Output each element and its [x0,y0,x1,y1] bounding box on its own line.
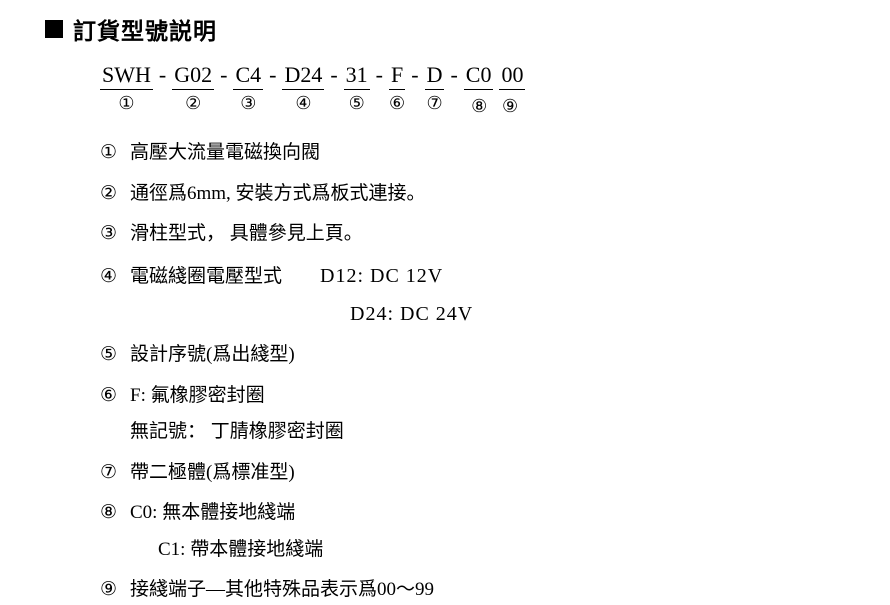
segment-text: G02 [172,62,214,90]
voltage-option-1: D12: DC 12V [320,261,443,291]
def-index: ② [100,180,130,209]
def-text: C0: 無本體接地綫端 [130,499,855,528]
dash: - [405,62,424,88]
def-text: 通徑爲6mm, 安裝方式爲板式連接。 [130,180,855,209]
segment-text: F [389,62,405,90]
segment-index: ① [118,93,134,114]
def-index: ① [100,139,130,168]
segment-text: C0 [464,62,494,90]
segment-5: 31 ⑤ [344,62,370,114]
segment-index: ④ [295,93,311,114]
def-index: ⑧ [100,499,130,528]
definition-6: ⑥ F: 氟橡膠密封圈 無記號： 丁腈橡膠密封圈 [100,382,855,447]
def-text: 接綫端子—其他特殊品表示爲00～99 [130,576,855,605]
definitions-list: ① 高壓大流量電磁換向閥 ② 通徑爲6mm, 安裝方式爲板式連接。 ③ 滑柱型式… [100,139,855,605]
dash: - [370,62,389,88]
def-index: ③ [100,220,130,249]
def-index: ⑥ [100,382,130,411]
definition-1: ① 高壓大流量電磁換向閥 [100,139,855,168]
def-text-alt: 無記號： 丁腈橡膠密封圈 [130,418,855,447]
segment-3: C4 ③ [233,62,263,114]
dash: - [214,62,233,88]
segment-text: 31 [344,62,370,90]
dash: - [153,62,172,88]
definition-9: ⑨ 接綫端子—其他特殊品表示爲00～99 [100,576,855,605]
segment-text: SWH [100,62,153,90]
definition-3: ③ 滑柱型式， 具體參見上頁。 [100,220,855,249]
dash: - [324,62,343,88]
segment-text: D [425,62,445,90]
definition-7: ⑦ 帶二極體(爲標准型) [100,459,855,488]
segment-text: 00 [499,62,525,90]
def-text-alt: C1: 帶本體接地綫端 [158,536,855,565]
segment-text: D24 [282,62,324,90]
definition-8: ⑧ C0: 無本體接地綫端 C1: 帶本體接地綫端 [100,499,855,564]
segment-text: C4 [233,62,263,90]
def-index: ⑦ [100,459,130,488]
voltage-option-2: D24: DC 24V [350,299,855,329]
dash: - [444,62,463,88]
segment-index: ⑥ [389,93,405,114]
segment-index: ⑤ [349,93,365,114]
definition-4: ④ 電磁綫圈電壓型式 D12: DC 12V D24: DC 24V [100,261,855,330]
definition-2: ② 通徑爲6mm, 安裝方式爲板式連接。 [100,180,855,209]
part-number-breakdown: SWH ① - G02 ② - C4 ③ - D24 ④ - 31 ⑤ - F … [100,62,855,117]
segment-index: ② [185,93,201,114]
segment-6: F ⑥ [389,62,405,114]
def-text: 高壓大流量電磁換向閥 [130,139,855,168]
section-marker-icon [45,20,63,38]
def-text: F: 氟橡膠密封圈 [130,382,855,411]
segment-2: G02 ② [172,62,214,114]
def-index: ④ [100,263,130,292]
def-text: 電磁綫圈電壓型式 [130,263,320,292]
def-index: ⑨ [100,576,130,605]
definition-5: ⑤ 設計序號(爲出綫型) [100,341,855,370]
segment-8-9: C0 00 ⑧ ⑨ [464,62,526,117]
segment-index: ⑦ [426,93,442,114]
def-text: 滑柱型式， 具體參見上頁。 [130,220,855,249]
segment-index: ⑨ [495,96,526,117]
segment-4: D24 ④ [282,62,324,114]
segment-7: D ⑦ [425,62,445,114]
def-index: ⑤ [100,341,130,370]
def-text: 設計序號(爲出綫型) [130,341,855,370]
segment-1: SWH ① [100,62,153,114]
segment-index: ⑧ [464,96,495,117]
section-title: 訂貨型號説明 [73,12,217,46]
dash: - [263,62,282,88]
def-text: 帶二極體(爲標准型) [130,459,855,488]
segment-index: ③ [240,93,256,114]
